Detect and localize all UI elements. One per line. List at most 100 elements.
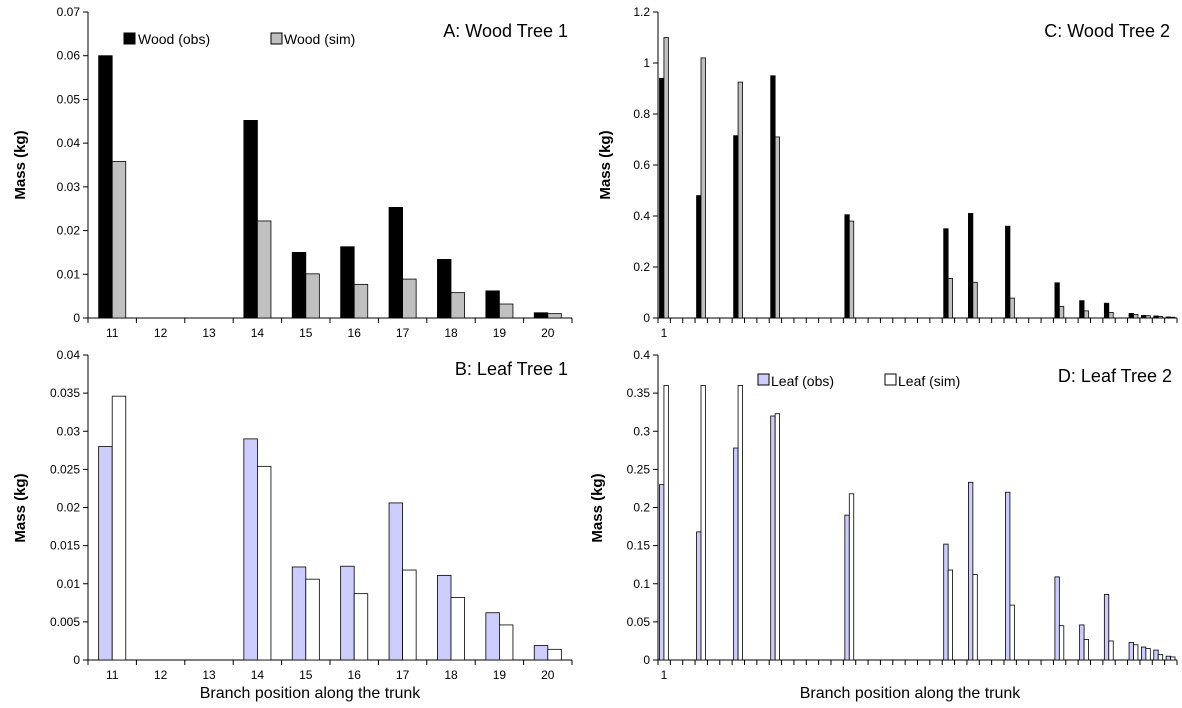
bar [1133, 314, 1139, 319]
x-tick-label: 11 [106, 668, 119, 682]
bar [291, 566, 307, 661]
bar [1133, 644, 1139, 661]
panel-b-bars [98, 395, 562, 661]
bar [1058, 625, 1065, 661]
bar [1170, 656, 1176, 661]
bar [733, 447, 739, 661]
panel-a-axes [83, 11, 573, 323]
y-tick-label: 0 [643, 653, 650, 667]
bar [402, 278, 417, 319]
legend-swatch-wood-obs [123, 32, 136, 45]
bar [450, 597, 465, 661]
bar [1165, 655, 1171, 661]
bar [770, 415, 776, 661]
y-tick-label: 0.03 [57, 424, 81, 438]
panel-b-ytick-labels: 0 0.005 0.01 0.015 0.02 0.025 0.03 0.035 0.04 [50, 348, 80, 667]
panel-a-legend: Wood (obs) Wood (sim) [123, 31, 355, 47]
bar [737, 81, 743, 319]
y-tick-label: 0.01 [57, 267, 81, 281]
bar [388, 207, 404, 319]
bar [774, 413, 780, 661]
bar [774, 136, 780, 319]
x-tick-label: 20 [541, 668, 555, 682]
bar [1153, 649, 1159, 661]
bar [1128, 313, 1134, 319]
bar [353, 593, 369, 661]
bar [256, 220, 272, 319]
panel-d-x-axis-label: Branch position along the trunk [800, 685, 1022, 702]
bar [340, 246, 355, 319]
panel-c-xtick-labels: 1 [661, 326, 668, 340]
legend-swatch-wood-sim [270, 32, 283, 45]
bar [243, 438, 258, 661]
bar [1103, 594, 1110, 661]
bar [340, 565, 355, 661]
y-tick-label: 0 [643, 311, 650, 325]
panel-d-y-axis-label: Mass (kg) [589, 473, 606, 542]
x-tick-label: 17 [396, 668, 410, 682]
bar [972, 574, 978, 661]
bar [1054, 576, 1060, 661]
panel-c-y-axis-label: Mass (kg) [597, 130, 614, 199]
bar [1153, 315, 1159, 319]
y-tick-label: 0.6 [633, 158, 650, 172]
y-tick-label: 0.01 [57, 577, 81, 591]
y-tick-label: 0 [73, 311, 80, 325]
bar [1103, 302, 1110, 319]
bar [1145, 648, 1151, 661]
panel-a: 0 0.01 0.02 0.03 0.04 0.05 0.06 0.07 11 12 13 14 15… [12, 5, 573, 340]
bar [1083, 639, 1089, 661]
bar [111, 395, 127, 661]
y-tick-label: 0.02 [57, 224, 81, 238]
bar [659, 484, 665, 661]
y-tick-label: 0.06 [57, 49, 81, 63]
bar [547, 648, 562, 661]
panel-a-y-axis-label: Mass (kg) [12, 130, 29, 199]
x-tick-label: 14 [251, 326, 265, 340]
panel-b-title: B: Leaf Tree 1 [455, 359, 568, 379]
panel-a-bars [98, 55, 562, 319]
bar [485, 612, 500, 661]
bar [1141, 646, 1147, 661]
x-tick-label: 11 [106, 326, 119, 340]
panel-d-bars [659, 385, 1176, 661]
y-tick-label: 0.3 [633, 424, 650, 438]
panel-c-ytick-labels: 0 0.2 0.4 0.6 0.8 1 1.2 [633, 5, 650, 325]
bar [943, 543, 949, 661]
x-tick-label: 18 [444, 326, 458, 340]
y-tick-label: 0.03 [57, 180, 81, 194]
panel-b-x-axis-label: Branch position along the trunk [200, 685, 422, 702]
bar [305, 273, 320, 319]
bar [696, 195, 702, 319]
legend-label-wood-sim: Wood (sim) [284, 31, 355, 47]
panel-c-title: C: Wood Tree 2 [1044, 21, 1170, 41]
bar [947, 278, 953, 319]
legend-swatch-leaf-obs [757, 373, 770, 386]
y-tick-label: 0.04 [57, 136, 81, 150]
bar [972, 281, 978, 319]
bar [700, 57, 706, 319]
x-tick-label: 1 [661, 668, 668, 682]
x-tick-label: 13 [202, 668, 216, 682]
panel-d-axes [653, 354, 1178, 665]
bar [1058, 306, 1065, 319]
y-tick-label: 0.15 [627, 539, 651, 553]
y-tick-label: 0.02 [57, 501, 81, 515]
bar [663, 385, 669, 661]
bar [947, 569, 953, 661]
bar [696, 531, 702, 661]
bar [98, 446, 113, 661]
panel-d-xtick-labels: 1 [661, 668, 668, 682]
bar [770, 75, 776, 319]
panel-d-legend: Leaf (obs) Leaf (sim) [757, 373, 960, 389]
bar [844, 214, 850, 319]
legend-label-leaf-sim: Leaf (sim) [898, 373, 960, 389]
y-tick-label: 0.015 [50, 539, 80, 553]
bar [1128, 642, 1134, 661]
bar [1108, 640, 1114, 661]
bar [1083, 310, 1089, 319]
bar [1005, 491, 1011, 661]
panel-d-title: D: Leaf Tree 2 [1058, 366, 1172, 386]
panel-a-title: A: Wood Tree 1 [443, 21, 568, 41]
